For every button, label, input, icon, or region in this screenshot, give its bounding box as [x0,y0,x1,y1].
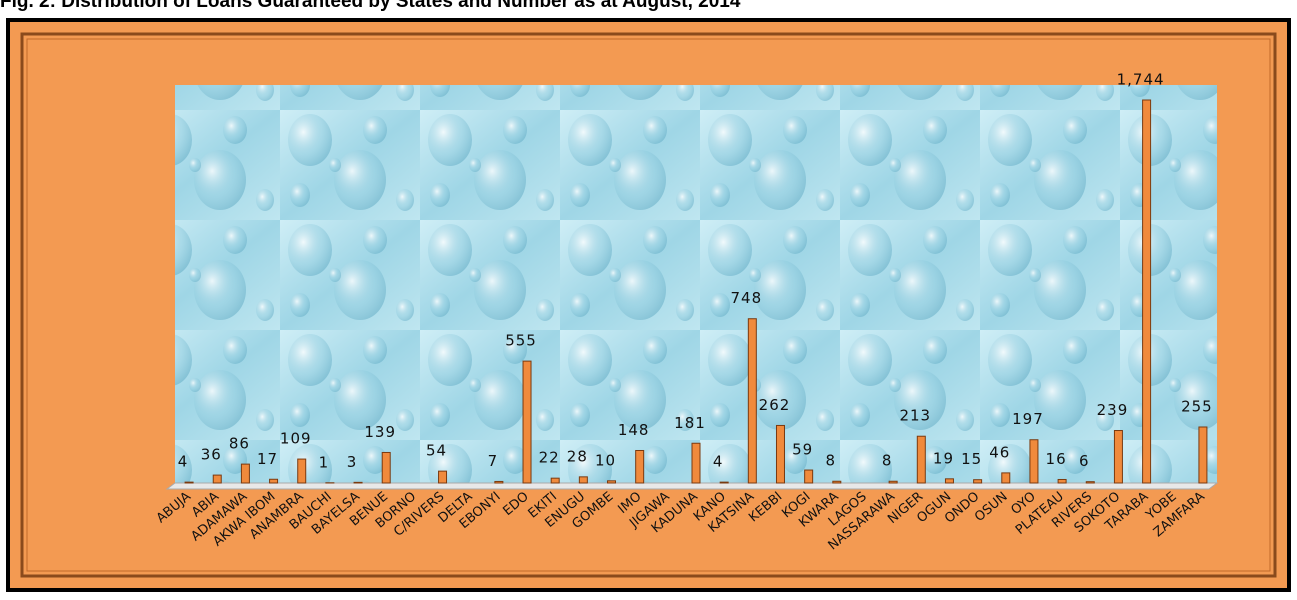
bar [748,319,756,483]
bar [889,481,897,483]
bar [1002,473,1010,483]
bar [608,481,616,483]
data-label: 86 [229,435,250,453]
bar [241,464,249,483]
data-label: 22 [539,449,560,467]
bar [523,361,531,483]
bar [720,482,728,483]
data-label: 46 [989,443,1010,461]
data-label: 555 [505,332,537,350]
data-label: 139 [364,423,396,441]
bar [1114,431,1122,483]
data-label: 748 [731,289,763,307]
bar [1086,482,1094,483]
data-label: 36 [201,446,222,464]
bar [354,482,362,483]
bar [551,478,559,483]
data-label: 1,744 [1117,71,1165,89]
data-label: 10 [595,451,616,469]
plot-floor [167,483,1217,489]
data-label: 59 [792,441,813,459]
bar [636,450,644,483]
bar [439,471,447,483]
data-label: 181 [674,414,706,432]
bar [945,479,953,483]
data-label: 8 [882,452,893,470]
bar [213,475,221,483]
data-label: 255 [1181,397,1213,415]
data-label: 6 [1079,452,1090,470]
chart-title: Fig. 2: Distribution of Loans Guaranteed… [0,0,741,12]
bar [298,459,306,483]
bar [1058,479,1066,483]
bar [270,479,278,483]
data-label: 213 [899,407,931,425]
data-label: 16 [1046,450,1067,468]
data-label: 17 [257,450,278,468]
bar [776,425,784,483]
bar [382,452,390,483]
bar [917,436,925,483]
data-label: 15 [961,450,982,468]
data-label: 148 [618,421,650,439]
data-label: 4 [178,453,189,471]
bar [692,443,700,483]
data-label: 109 [280,430,312,448]
data-label: 1 [319,453,330,471]
data-label: 3 [347,453,358,471]
data-label: 54 [426,442,447,460]
data-label: 262 [759,396,791,414]
bar [1143,100,1151,483]
bar [805,470,813,483]
bar [1199,427,1207,483]
data-label: 7 [488,452,499,470]
bar [579,477,587,483]
bar [185,482,193,483]
data-label: 19 [933,449,954,467]
data-label: 28 [567,447,588,465]
data-label: 8 [826,452,837,470]
bar [1030,440,1038,483]
bar [495,481,503,483]
bar [833,481,841,483]
bar [974,480,982,483]
data-label: 197 [1012,410,1044,428]
data-label: 239 [1097,401,1129,419]
data-label: 4 [713,453,724,471]
